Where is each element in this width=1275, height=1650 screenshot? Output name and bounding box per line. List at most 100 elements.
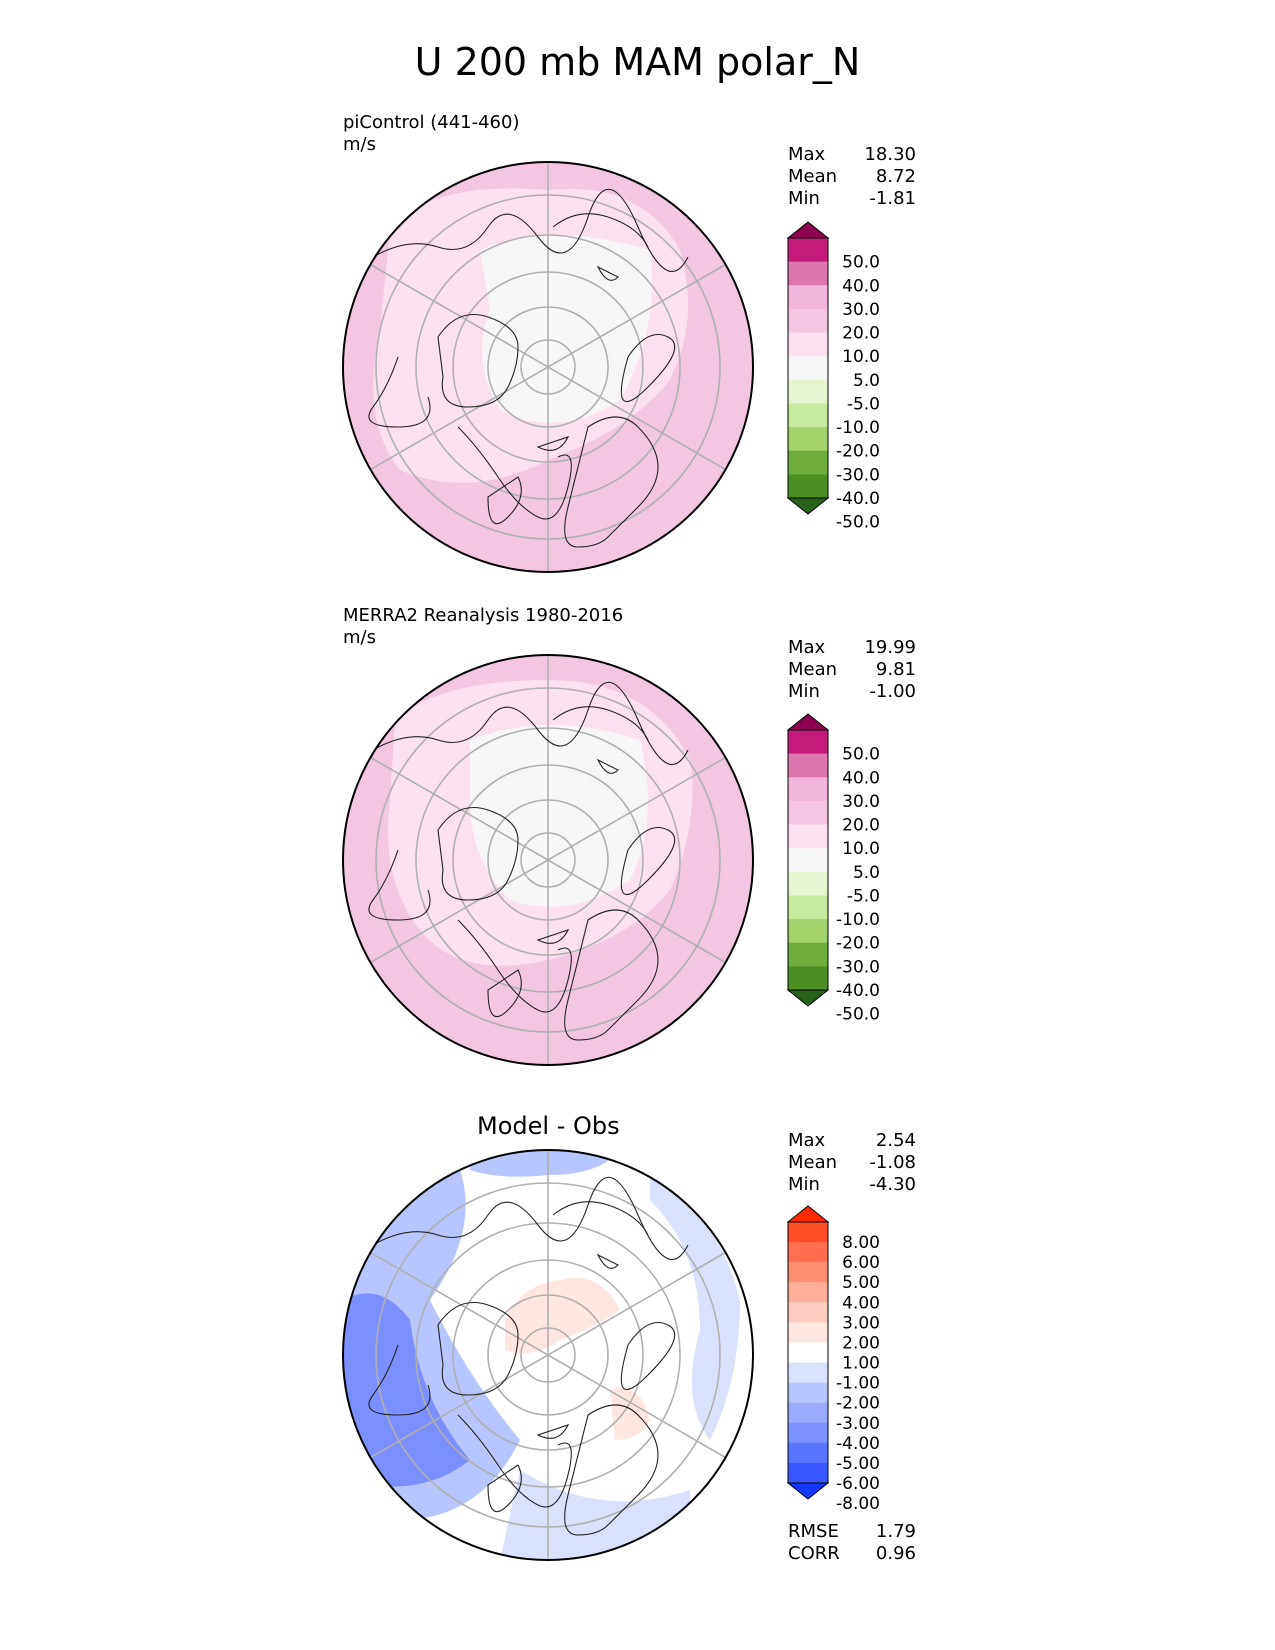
colorbar-difference: 8.006.005.004.003.002.001.00-1.00-2.00-3…	[786, 1205, 880, 1514]
colorbar-tick-label: 6.00	[842, 1253, 880, 1273]
colorbar-tick-label: -1.00	[836, 1374, 880, 1394]
colorbar-segment	[788, 474, 828, 499]
colorbar-tick-label: 10.0	[842, 839, 880, 859]
stat-name: Mean	[788, 1152, 838, 1173]
colorbar-segment	[788, 942, 828, 967]
colorbar-tick-label: 20.0	[842, 324, 880, 344]
stat-value: 2.54	[875, 1130, 916, 1151]
colorbar-segment	[788, 777, 828, 802]
colorbar-segment	[788, 848, 828, 873]
colorbar-tick-label: -40.0	[836, 981, 880, 1001]
stat-name: Min	[788, 188, 820, 209]
panel2-label: MERRA2 Reanalysis 1980-2016	[343, 605, 624, 626]
colorbar-extend-max	[786, 221, 830, 239]
map-panel-merra2	[342, 654, 754, 1066]
stat-value: -4.30	[869, 1174, 916, 1195]
colorbar-segment	[788, 1462, 828, 1484]
colorbar-tick-label: -5.0	[847, 394, 880, 414]
colorbar-tick-label: 1.00	[842, 1354, 880, 1374]
colorbar-tick-label: -3.00	[836, 1414, 880, 1434]
colorbar-segment	[788, 753, 828, 778]
panel1-units: m/s	[343, 134, 376, 155]
colorbar-segment	[788, 261, 828, 286]
colorbar-segment	[788, 356, 828, 381]
stat-name: Max	[788, 637, 826, 658]
colorbar-tick-label: 4.00	[842, 1293, 880, 1313]
colorbar-segment	[788, 403, 828, 428]
colorbar-tick-label: 30.0	[842, 792, 880, 812]
colorbar-extend-max	[786, 713, 830, 731]
colorbar-segment	[788, 1402, 828, 1424]
colorbar-picontrol: 50.0 40.0 30.0 20.0 10.0 5.0 -5.0 -10.0 -20.0 -30…	[786, 221, 880, 533]
map-boundary	[342, 1149, 754, 1561]
colorbar-segment	[788, 1342, 828, 1364]
field-band-neg3-neg2	[470, 1150, 620, 1177]
colorbar-tick-label: -30.0	[836, 465, 880, 485]
colorbar-tick-label: -8.00	[836, 1494, 880, 1514]
map-panel-difference	[342, 1149, 754, 1561]
stat-name: Min	[788, 1174, 820, 1195]
field-band-neg2-neg1	[650, 1160, 740, 1440]
colorbar-segment	[788, 730, 828, 755]
colorbar-tick-label: -4.00	[836, 1434, 880, 1454]
colorbar-tick-label: 3.00	[842, 1313, 880, 1333]
stat-name: Min	[788, 681, 820, 702]
colorbar-segment	[788, 1242, 828, 1263]
colorbar-segment	[788, 308, 828, 334]
colorbar-tick-label: 5.00	[842, 1273, 880, 1293]
colorbar-segment	[788, 332, 828, 357]
stat-name: CORR	[788, 1543, 840, 1564]
stat-value: 1.79	[875, 1521, 916, 1542]
colorbar-tick-label: -20.0	[836, 442, 880, 462]
map-boundary	[342, 654, 754, 1066]
panel1-stats: Max 18.30 Mean 8.72 Min -1.81	[788, 144, 916, 210]
colorbar-segment	[788, 1442, 828, 1464]
colorbar-extend-max	[786, 1205, 830, 1223]
stat-value: 0.96	[875, 1543, 916, 1564]
colorbar-tick-label: 10.0	[842, 347, 880, 367]
colorbar-tick-label: -6.00	[836, 1474, 880, 1494]
colorbar-tick-label: 5.0	[853, 371, 880, 391]
stat-value: 8.72	[875, 166, 916, 187]
colorbar-tick-label: 40.0	[842, 276, 880, 296]
map-panel-picontrol	[342, 161, 754, 573]
field-band-neg5-neg4	[343, 1293, 470, 1487]
colorbar-tick-label: 8.00	[842, 1233, 880, 1253]
panel2-units: m/s	[343, 627, 376, 648]
colorbar-tick-label: -30.0	[836, 957, 880, 977]
colorbar-segment	[788, 450, 828, 475]
stat-value: 18.30	[864, 144, 916, 165]
stat-name: Mean	[788, 659, 838, 680]
colorbar-segment	[788, 1422, 828, 1444]
colorbar-merra2: 50.0 40.0 30.0 20.0 10.0 5.0 -5.0 -10.0 -20.0 -30…	[786, 713, 880, 1025]
colorbar-tick-label: -40.0	[836, 489, 880, 509]
colorbar-tick-label: 50.0	[842, 253, 880, 273]
colorbar-segment	[788, 800, 828, 826]
panel2-stats: Max 19.99 Mean 9.81 Min -1.00	[788, 637, 916, 703]
colorbar-tick-label: -20.0	[836, 934, 880, 954]
colorbar-segment	[788, 919, 828, 944]
colorbar-tick-label: -2.00	[836, 1394, 880, 1414]
colorbar-segment	[788, 427, 828, 452]
colorbar-segment	[788, 1322, 828, 1343]
colorbar-segment	[788, 871, 828, 896]
colorbar-tick-label: 20.0	[842, 816, 880, 836]
stat-value: 19.99	[864, 637, 916, 658]
panel3-stats: Max 2.54 Mean -1.08 Min -4.30	[788, 1130, 916, 1196]
colorbar-segment	[788, 1282, 828, 1303]
stat-value: 9.81	[875, 659, 916, 680]
stat-value: -1.08	[869, 1152, 916, 1173]
colorbar-segment	[788, 1222, 828, 1243]
colorbar-extend-min	[786, 989, 830, 1007]
panel3-error-stats: RMSE 1.79 CORR 0.96	[788, 1521, 916, 1565]
colorbar-segment	[788, 379, 828, 404]
colorbar-tick-label: -50.0	[836, 1005, 880, 1025]
stat-value: -1.81	[869, 188, 916, 209]
stat-name: Max	[788, 1130, 826, 1151]
colorbar-tick-label: 30.0	[842, 300, 880, 320]
colorbar-tick-label: -5.0	[847, 886, 880, 906]
stat-value: -1.00	[869, 681, 916, 702]
panel1-label: piControl (441-460)	[343, 112, 520, 133]
map-boundary	[342, 161, 754, 573]
